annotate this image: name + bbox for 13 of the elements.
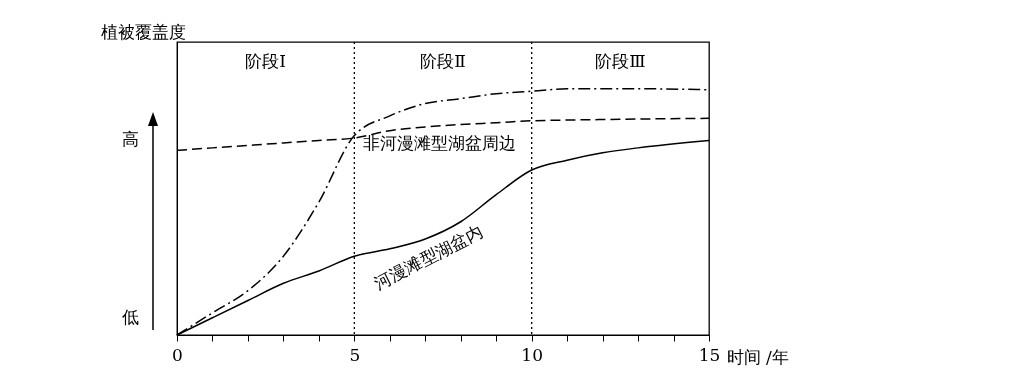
x-tick-label: 5: [349, 344, 361, 365]
text: 阶段I: [245, 51, 287, 71]
text: 阶段Ⅲ: [595, 51, 646, 71]
y-axis-title: 植被覆盖度: [100, 21, 186, 42]
series-label: 非河漫滩型湖盆周边: [362, 133, 516, 154]
text: 低: [122, 306, 139, 329]
text: 阶段Ⅱ: [420, 51, 466, 71]
x-axis-title: 时间 /年: [726, 346, 789, 367]
x-tick-label: 10: [521, 344, 543, 365]
x-tick-label: 15: [698, 344, 721, 365]
text: 河漫滩型湖盆内: [370, 221, 486, 294]
x-tick-label: 0: [172, 344, 183, 365]
text: 高: [122, 128, 139, 151]
